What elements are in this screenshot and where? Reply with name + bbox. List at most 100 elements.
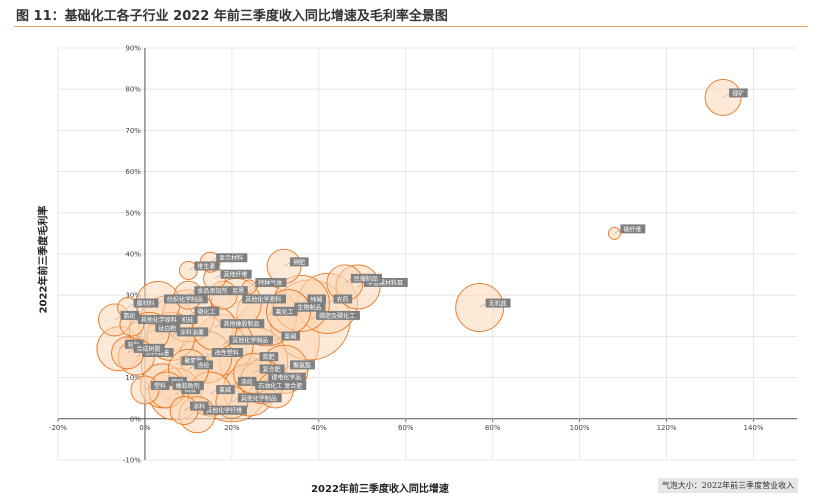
bubble-label: 氯碱 bbox=[284, 333, 296, 341]
bubble-label-box bbox=[216, 385, 235, 395]
bubble-label: 锂矿 bbox=[732, 89, 744, 97]
bubble-label-box bbox=[133, 343, 165, 353]
bubble-label: 涂料 bbox=[193, 403, 205, 411]
bubble-label: 复合肥 bbox=[263, 365, 281, 373]
bubble-label: 锂电化学品 bbox=[271, 374, 301, 382]
bubble-label: 其他化学纤维 bbox=[206, 407, 242, 415]
bubble-label: 纺织化学制品 bbox=[167, 295, 203, 303]
bubble-label: 塑料 bbox=[154, 382, 166, 390]
bubble-label-box bbox=[120, 310, 140, 320]
bubble-label-box bbox=[133, 298, 159, 308]
bubble-label: 纯碱 bbox=[310, 295, 322, 303]
bubble-label-box bbox=[163, 294, 208, 304]
bubble-label: 氯碱 bbox=[219, 386, 231, 394]
bubble-label: 改性塑料 bbox=[215, 349, 239, 357]
y-tick-label: 10% bbox=[125, 374, 141, 382]
bubble-label-box bbox=[172, 315, 198, 325]
bubble-label-box bbox=[363, 277, 408, 287]
bubble-label: 特种气体 bbox=[258, 279, 282, 287]
bubble-label: 其他化学制品 bbox=[232, 337, 268, 345]
bubble-label: 维生素 bbox=[197, 262, 215, 270]
x-tick-label: -20% bbox=[49, 424, 67, 432]
bubble-label-box bbox=[255, 380, 287, 390]
bubble-label: 粘胶 bbox=[184, 386, 196, 394]
bubble-label-box bbox=[237, 393, 282, 403]
y-tick-label: 90% bbox=[125, 45, 141, 53]
bubble-label: 聚氨酯 bbox=[184, 357, 202, 365]
bubble-label-box bbox=[194, 261, 220, 271]
bubble-label-box bbox=[350, 273, 383, 283]
bubble-label-box bbox=[272, 306, 298, 316]
bubble-label-box bbox=[137, 315, 182, 325]
bubble-label-box bbox=[237, 376, 257, 386]
bubble-label: 磷肥及磷化工 bbox=[319, 312, 355, 320]
bubble-label-box bbox=[194, 360, 214, 370]
bubble-label-box bbox=[194, 286, 232, 296]
bubble-label-box bbox=[281, 331, 300, 341]
bubble-label-box bbox=[242, 294, 287, 304]
bubble-label-box bbox=[255, 277, 287, 287]
bubble-label: 橡胶助剂 bbox=[176, 382, 200, 390]
bubble-label: 膜材料 bbox=[137, 300, 155, 308]
bubble-label-box bbox=[316, 310, 360, 320]
bubble-label-box bbox=[290, 257, 309, 267]
bubble-label: 氮肥 bbox=[263, 353, 275, 361]
x-axis-label: 2022年前三季度收入同比增速 bbox=[311, 484, 449, 495]
bubble-label-box bbox=[150, 380, 170, 390]
bubble-label: 复合肥 bbox=[284, 382, 302, 390]
y-tick-label: 30% bbox=[125, 292, 141, 300]
bubble-label-box bbox=[259, 364, 285, 374]
x-tick-label: 120% bbox=[657, 424, 677, 432]
bubble-label-box bbox=[259, 352, 279, 362]
bubble-label: 氨纶 bbox=[124, 312, 136, 320]
bubble-label: 炭黑 bbox=[232, 288, 244, 295]
bubble-label-box bbox=[229, 286, 248, 296]
bubble-label: 有机硅 bbox=[176, 316, 194, 324]
bubble-label: 其他橡胶制品 bbox=[223, 320, 259, 328]
bubble-label: 聚氨酯 bbox=[293, 361, 311, 369]
y-tick-label: 70% bbox=[125, 127, 141, 135]
x-tick-label: 40% bbox=[311, 424, 327, 432]
y-tick-label: 50% bbox=[125, 209, 141, 217]
bubble-label: 生物制品 bbox=[297, 304, 321, 312]
x-tick-label: 140% bbox=[744, 424, 764, 432]
bubble-label: 显示材料 bbox=[219, 254, 243, 262]
bubble-label: 其他化学制品 bbox=[241, 394, 277, 402]
bubble-label: 石油化工 bbox=[258, 382, 282, 390]
bubble-label: 其他化学原料 bbox=[245, 295, 281, 303]
bubble-label-box bbox=[172, 380, 204, 390]
bubble-label-box bbox=[333, 294, 353, 304]
title-rule bbox=[14, 26, 808, 27]
bubble-label: 涂料油墨 bbox=[180, 328, 204, 336]
bubble-label-box bbox=[203, 405, 247, 415]
bubble-label-box bbox=[307, 294, 327, 304]
x-tick-label: 100% bbox=[570, 424, 590, 432]
bubble-label: 涤纶 bbox=[197, 361, 209, 369]
bubble-label: 钾肥 bbox=[293, 258, 305, 266]
bubble-label: 非金属材料Ⅲ bbox=[367, 279, 403, 287]
bubble-label: 涤纶 bbox=[241, 378, 253, 386]
x-tick-label: 80% bbox=[485, 424, 501, 432]
bubble-label-box bbox=[181, 356, 207, 366]
bubble-label: 农药 bbox=[337, 295, 349, 303]
bubble-label: 钛白粉 bbox=[158, 324, 176, 332]
bubble-label-box bbox=[485, 298, 511, 308]
y-tick-label: 60% bbox=[125, 168, 141, 176]
bubble-label: 其他化学原料 bbox=[141, 316, 177, 324]
bubble-label-box bbox=[190, 401, 209, 411]
bubble-size-note: 气泡大小：2022年前三季度营业收入 bbox=[658, 478, 798, 493]
bubble-label-box bbox=[620, 224, 646, 234]
bubble-label: 涂料油墨 bbox=[145, 349, 169, 357]
bubble-label: 其他纤维 bbox=[223, 271, 247, 279]
y-axis-label: 2022年前三季度毛利率 bbox=[38, 205, 50, 314]
bubble-label: 碳纤维 bbox=[623, 225, 641, 233]
y-tick-label: 40% bbox=[125, 251, 141, 259]
x-tick-label: 60% bbox=[398, 424, 414, 432]
bubble-label: 磷化工 bbox=[197, 308, 215, 316]
y-tick-label: 80% bbox=[125, 86, 141, 94]
bubble-label: 无机盐 bbox=[489, 300, 507, 308]
y-tick-label: 0% bbox=[130, 415, 141, 423]
bubble-label-box bbox=[268, 372, 306, 382]
bubble-label-box bbox=[216, 253, 248, 263]
